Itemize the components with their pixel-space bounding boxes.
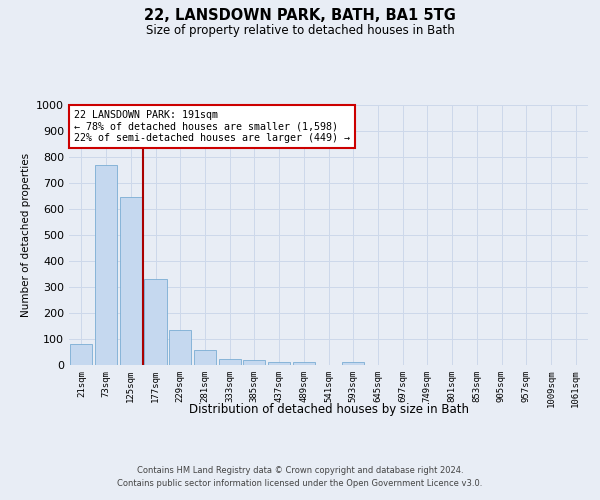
Text: 22, LANSDOWN PARK, BATH, BA1 5TG: 22, LANSDOWN PARK, BATH, BA1 5TG bbox=[144, 8, 456, 22]
Bar bbox=[218, 360, 241, 365]
Bar bbox=[119, 198, 142, 365]
Text: Distribution of detached houses by size in Bath: Distribution of detached houses by size … bbox=[189, 402, 469, 415]
Bar bbox=[243, 360, 265, 365]
Text: Contains HM Land Registry data © Crown copyright and database right 2024.
Contai: Contains HM Land Registry data © Crown c… bbox=[118, 466, 482, 487]
Y-axis label: Number of detached properties: Number of detached properties bbox=[20, 153, 31, 317]
Text: 22 LANSDOWN PARK: 191sqm
← 78% of detached houses are smaller (1,598)
22% of sem: 22 LANSDOWN PARK: 191sqm ← 78% of detach… bbox=[74, 110, 350, 144]
Bar bbox=[293, 362, 315, 365]
Bar bbox=[95, 165, 117, 365]
Bar bbox=[70, 344, 92, 365]
Text: Size of property relative to detached houses in Bath: Size of property relative to detached ho… bbox=[146, 24, 454, 37]
Bar bbox=[342, 362, 364, 365]
Bar bbox=[194, 350, 216, 365]
Bar bbox=[268, 362, 290, 365]
Bar bbox=[145, 279, 167, 365]
Bar bbox=[169, 330, 191, 365]
